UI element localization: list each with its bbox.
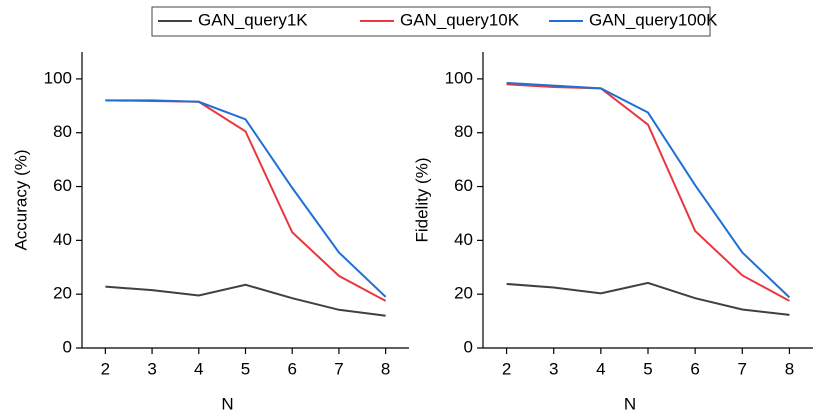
x-tick-label: 6: [690, 359, 699, 378]
series-line: GAN_query1K: [506, 281, 790, 316]
x-tick-label: 4: [596, 359, 605, 378]
x-tick-label: 7: [738, 359, 747, 378]
legend-label: GAN_query100K: [589, 10, 718, 29]
x-tick-label: 2: [101, 359, 110, 378]
y-axis-label: Accuracy (%): [11, 149, 30, 250]
y-tick-label: 0: [63, 337, 72, 356]
y-tick-label: 100: [44, 68, 72, 87]
legend-label: GAN_query10K: [400, 10, 520, 29]
series-line: [105, 99, 387, 298]
x-axis-label: N: [624, 394, 636, 413]
x-tick-label: 3: [549, 359, 558, 378]
x-tick-label: 5: [643, 359, 652, 378]
y-tick-label: 20: [53, 284, 72, 303]
y-tick-label: 80: [53, 122, 72, 141]
legend-label: GAN_query1K: [198, 10, 308, 29]
x-tick-label: 6: [287, 359, 296, 378]
y-tick-label: 40: [454, 230, 473, 249]
y-axis-label: Fidelity (%): [412, 157, 431, 242]
x-tick-label: 8: [381, 359, 390, 378]
y-tick-label: 80: [454, 122, 473, 141]
x-tick-label: 2: [502, 359, 511, 378]
series-line: GAN_query10K: [506, 83, 790, 302]
y-tick-label: 0: [464, 337, 473, 356]
legend-box: [151, 6, 711, 37]
series-line: [105, 99, 387, 302]
y-tick-label: 60: [454, 176, 473, 195]
x-tick-label: 8: [785, 359, 794, 378]
y-tick-label: 60: [53, 176, 72, 195]
y-tick-label: 40: [53, 230, 72, 249]
y-tick-label: 100: [445, 68, 473, 87]
x-tick-label: 5: [241, 359, 250, 378]
series-line: [105, 283, 386, 317]
x-tick-label: 4: [194, 359, 203, 378]
x-axis-label: N: [221, 394, 233, 413]
series-line: GAN_query100K: [506, 81, 791, 299]
x-tick-label: 7: [334, 359, 343, 378]
x-tick-label: 3: [147, 359, 156, 378]
y-tick-label: 20: [454, 284, 473, 303]
